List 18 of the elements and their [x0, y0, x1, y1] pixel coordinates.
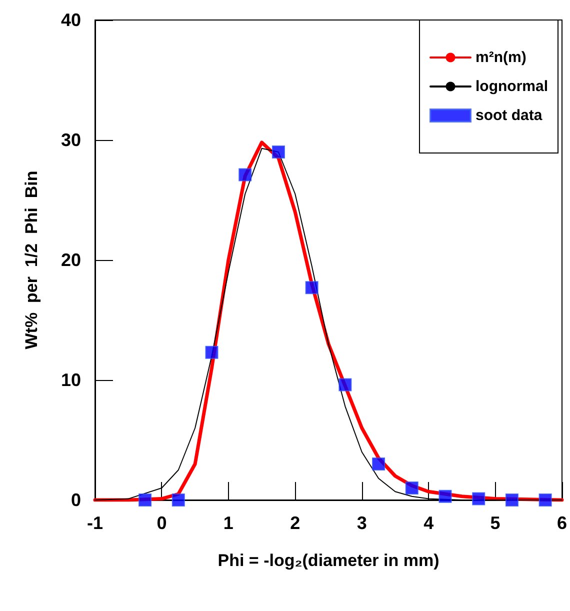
y-tick-label: 40 [60, 10, 81, 30]
y-tick-label: 20 [60, 250, 81, 270]
x-tick-label: -1 [86, 513, 104, 533]
legend-label: soot data [476, 107, 543, 124]
x-tick-label: 6 [556, 513, 567, 533]
x-tick-label: 5 [490, 513, 500, 533]
y-tick-label: 0 [70, 490, 81, 510]
x-tick-label: 0 [156, 513, 167, 533]
legend-label: m²n(m) [476, 49, 526, 66]
x-tick-label: 3 [356, 513, 367, 533]
legend-label: lognormal [476, 78, 548, 95]
x-tick-label: 1 [223, 513, 234, 533]
y-tick-label: 10 [60, 370, 81, 390]
x-axis-title: Phi = -log₂(diameter in mm) [218, 551, 440, 570]
y-axis-title: Wt% per 1/2 Phi Bin [22, 170, 41, 350]
x-tick-label: 2 [290, 513, 300, 533]
x-tick-label: 4 [424, 513, 434, 533]
y-tick-label: 30 [60, 130, 81, 150]
